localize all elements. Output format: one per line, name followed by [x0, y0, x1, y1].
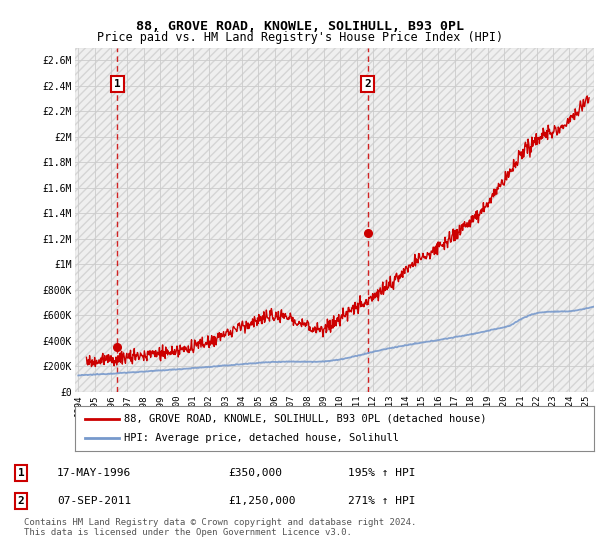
Text: HPI: Average price, detached house, Solihull: HPI: Average price, detached house, Soli…	[124, 433, 400, 444]
Text: 1: 1	[17, 468, 25, 478]
Text: Contains HM Land Registry data © Crown copyright and database right 2024.
This d: Contains HM Land Registry data © Crown c…	[24, 518, 416, 538]
Text: 88, GROVE ROAD, KNOWLE, SOLIHULL, B93 0PL (detached house): 88, GROVE ROAD, KNOWLE, SOLIHULL, B93 0P…	[124, 413, 487, 423]
Text: 88, GROVE ROAD, KNOWLE, SOLIHULL, B93 0PL: 88, GROVE ROAD, KNOWLE, SOLIHULL, B93 0P…	[136, 20, 464, 32]
Text: 271% ↑ HPI: 271% ↑ HPI	[348, 496, 415, 506]
Text: Price paid vs. HM Land Registry's House Price Index (HPI): Price paid vs. HM Land Registry's House …	[97, 31, 503, 44]
Text: 2: 2	[17, 496, 25, 506]
Text: 2: 2	[364, 79, 371, 89]
Text: £1,250,000: £1,250,000	[228, 496, 296, 506]
Text: 07-SEP-2011: 07-SEP-2011	[57, 496, 131, 506]
Text: 1: 1	[114, 79, 121, 89]
Text: £350,000: £350,000	[228, 468, 282, 478]
Text: 17-MAY-1996: 17-MAY-1996	[57, 468, 131, 478]
Text: 195% ↑ HPI: 195% ↑ HPI	[348, 468, 415, 478]
